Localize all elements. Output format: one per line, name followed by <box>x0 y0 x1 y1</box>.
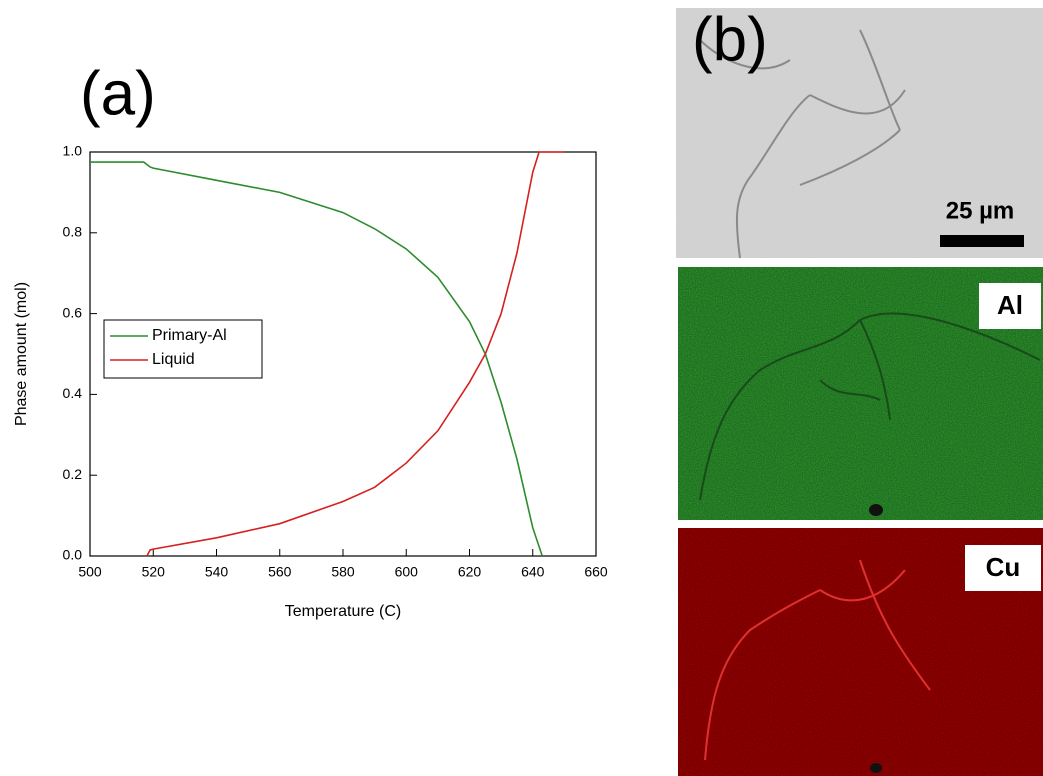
legend-label: Primary-Al <box>152 327 227 344</box>
panel-label: (a) <box>80 59 156 128</box>
y-tick-label: 0.8 <box>63 224 83 240</box>
y-tick-label: 0.2 <box>63 466 83 482</box>
x-tick-label: 520 <box>142 564 166 580</box>
al-map <box>678 267 1043 520</box>
y-tick-label: 0.6 <box>63 304 83 320</box>
x-tick-label: 600 <box>395 564 419 580</box>
map-label: Cu <box>986 552 1021 582</box>
map-label: Al <box>997 290 1023 320</box>
panel-label: (b) <box>692 5 768 74</box>
cu-map <box>678 528 1043 776</box>
y-tick-label: 1.0 <box>63 143 83 159</box>
x-tick-label: 660 <box>584 564 608 580</box>
x-tick-label: 640 <box>521 564 545 580</box>
x-tick-label: 560 <box>268 564 292 580</box>
x-axis-label: Temperature (C) <box>285 603 401 620</box>
scale-bar <box>940 235 1024 247</box>
legend-label: Liquid <box>152 351 195 368</box>
line-series <box>90 161 543 557</box>
x-tick-label: 580 <box>331 564 355 580</box>
legend-box <box>103 319 263 379</box>
y-tick-label: 0.0 <box>63 547 83 563</box>
x-tick-label: 500 <box>78 564 102 580</box>
sem-image <box>676 8 1043 259</box>
y-axis-label: Phase amount (mol) <box>13 282 30 426</box>
line-series <box>146 151 565 557</box>
y-tick-label: 0.4 <box>63 385 83 401</box>
x-tick-label: 540 <box>205 564 229 580</box>
x-tick-label: 620 <box>458 564 482 580</box>
scale-bar-label: 25 µm <box>946 197 1015 224</box>
